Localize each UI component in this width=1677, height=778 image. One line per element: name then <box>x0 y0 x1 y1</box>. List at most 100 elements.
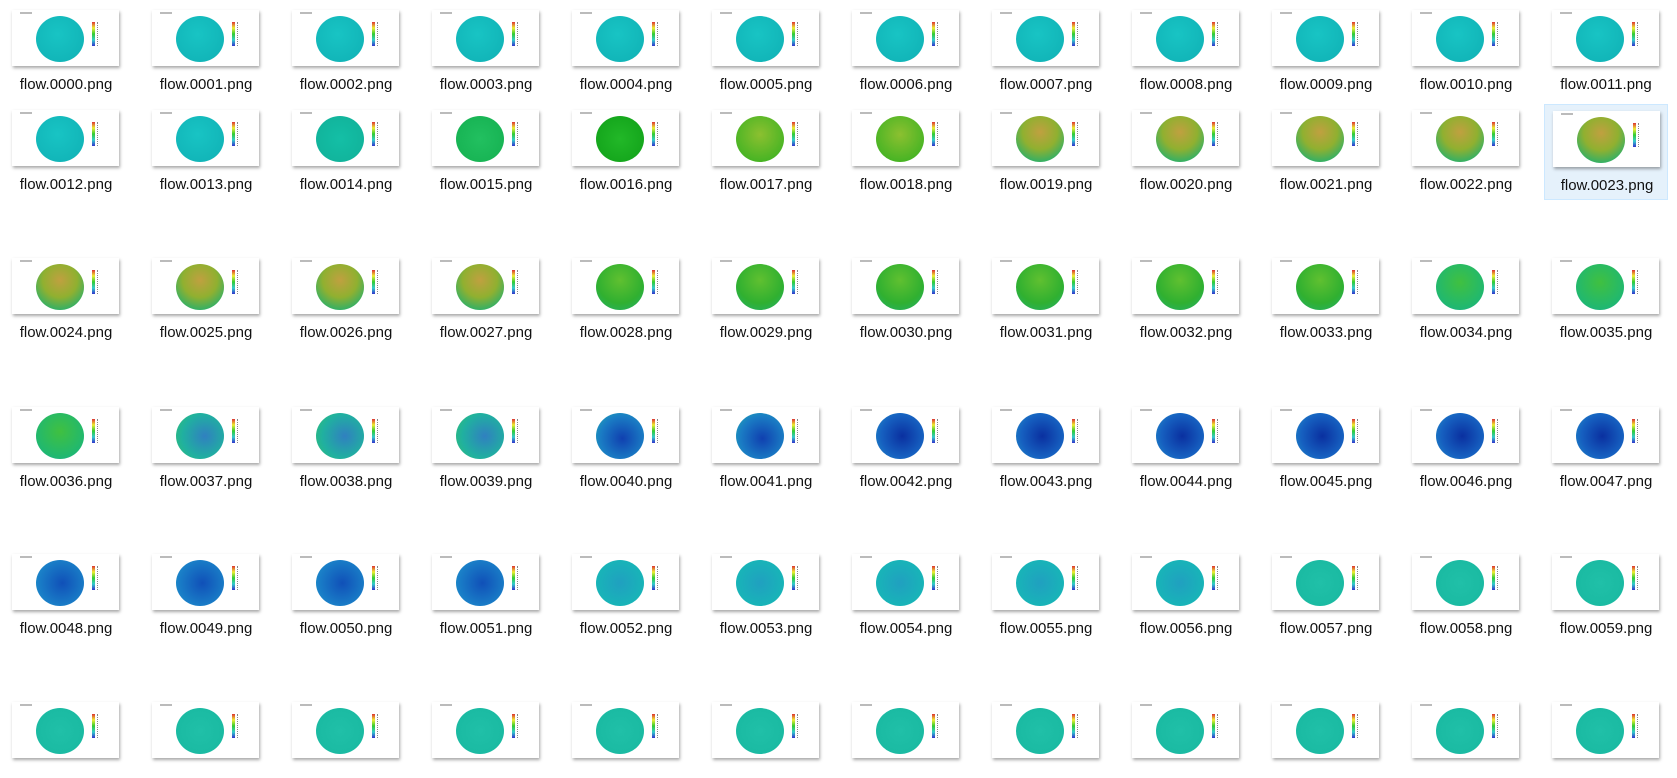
file-item[interactable]: flow.0041.png <box>704 401 828 501</box>
file-item[interactable]: flow.0003.png <box>424 4 548 104</box>
thumbnail <box>432 110 539 166</box>
file-item[interactable]: flow.0038.png <box>284 401 408 501</box>
file-item[interactable]: flow.0050.png <box>284 548 408 648</box>
file-item[interactable]: flow.0007.png <box>984 4 1108 104</box>
file-item[interactable]: flow.0059.png <box>1544 548 1668 648</box>
file-item[interactable]: flow.0023.png <box>1544 104 1668 200</box>
file-item[interactable]: flow.0033.png <box>1264 252 1388 352</box>
thumbnail <box>852 258 959 314</box>
file-item[interactable]: flow.0014.png <box>284 104 408 204</box>
file-item[interactable]: flow.0027.png <box>424 252 548 352</box>
file-name: flow.0032.png <box>1139 324 1233 341</box>
file-item[interactable]: flow.0054.png <box>844 548 968 648</box>
file-item[interactable]: flow.0043.png <box>984 401 1108 501</box>
file-item[interactable] <box>284 696 408 778</box>
file-item[interactable] <box>984 696 1108 778</box>
file-name: flow.0040.png <box>579 473 673 490</box>
file-item[interactable]: flow.0057.png <box>1264 548 1388 648</box>
file-item[interactable]: flow.0052.png <box>564 548 688 648</box>
thumbnail-title <box>160 556 172 558</box>
file-item[interactable]: flow.0040.png <box>564 401 688 501</box>
file-item[interactable]: flow.0000.png <box>4 4 128 104</box>
file-item[interactable]: flow.0044.png <box>1124 401 1248 501</box>
thumbnail-plot <box>176 413 224 459</box>
file-item[interactable]: flow.0016.png <box>564 104 688 204</box>
file-item[interactable]: flow.0001.png <box>144 4 268 104</box>
file-item[interactable]: flow.0012.png <box>4 104 128 204</box>
file-item[interactable]: flow.0025.png <box>144 252 268 352</box>
file-item[interactable]: flow.0056.png <box>1124 548 1248 648</box>
file-item[interactable]: flow.0020.png <box>1124 104 1248 204</box>
file-item[interactable]: flow.0055.png <box>984 548 1108 648</box>
thumbnail-colorbar <box>1212 122 1215 146</box>
file-item[interactable]: flow.0021.png <box>1264 104 1388 204</box>
file-item[interactable] <box>144 696 268 778</box>
file-item[interactable]: flow.0049.png <box>144 548 268 648</box>
thumbnail-title <box>1140 409 1152 411</box>
file-item[interactable]: flow.0018.png <box>844 104 968 204</box>
file-item[interactable]: flow.0039.png <box>424 401 548 501</box>
thumbnail-plot <box>36 264 84 310</box>
thumbnail-title <box>1420 409 1432 411</box>
thumbnail-plot <box>736 16 784 62</box>
file-item[interactable]: flow.0045.png <box>1264 401 1388 501</box>
thumbnail-plot <box>1296 264 1344 310</box>
file-item[interactable]: flow.0026.png <box>284 252 408 352</box>
thumbnail-colorbar <box>512 22 515 46</box>
file-item[interactable]: flow.0048.png <box>4 548 128 648</box>
thumbnail-colorbar <box>1352 714 1355 738</box>
file-item[interactable]: flow.0028.png <box>564 252 688 352</box>
file-item[interactable]: flow.0058.png <box>1404 548 1528 648</box>
file-item[interactable]: flow.0051.png <box>424 548 548 648</box>
file-item[interactable]: flow.0005.png <box>704 4 828 104</box>
file-name: flow.0016.png <box>579 176 673 193</box>
file-item[interactable]: flow.0013.png <box>144 104 268 204</box>
thumbnail-title <box>440 260 452 262</box>
file-item[interactable] <box>424 696 548 778</box>
file-item[interactable]: flow.0032.png <box>1124 252 1248 352</box>
thumbnail-plot <box>1296 16 1344 62</box>
thumbnail-colorbar-ticks <box>377 22 383 46</box>
file-item[interactable] <box>1544 696 1668 778</box>
file-item[interactable]: flow.0037.png <box>144 401 268 501</box>
file-item[interactable]: flow.0006.png <box>844 4 968 104</box>
file-item[interactable]: flow.0034.png <box>1404 252 1528 352</box>
file-item[interactable]: flow.0019.png <box>984 104 1108 204</box>
file-item[interactable] <box>844 696 968 778</box>
file-item[interactable] <box>4 696 128 778</box>
file-item[interactable]: flow.0022.png <box>1404 104 1528 204</box>
file-item[interactable]: flow.0017.png <box>704 104 828 204</box>
thumbnail-colorbar-ticks <box>1357 419 1363 443</box>
file-item[interactable]: flow.0009.png <box>1264 4 1388 104</box>
file-item[interactable]: flow.0046.png <box>1404 401 1528 501</box>
file-item[interactable]: flow.0015.png <box>424 104 548 204</box>
file-item[interactable]: flow.0024.png <box>4 252 128 352</box>
file-item[interactable]: flow.0035.png <box>1544 252 1668 352</box>
file-item[interactable] <box>1404 696 1528 778</box>
file-item[interactable] <box>1264 696 1388 778</box>
thumbnail-colorbar <box>932 122 935 146</box>
file-name: flow.0054.png <box>859 620 953 637</box>
file-item[interactable]: flow.0031.png <box>984 252 1108 352</box>
thumbnail-title <box>1140 12 1152 14</box>
file-item[interactable] <box>704 696 828 778</box>
file-item[interactable] <box>564 696 688 778</box>
file-name: flow.0004.png <box>579 76 673 93</box>
file-item[interactable]: flow.0008.png <box>1124 4 1248 104</box>
file-item[interactable]: flow.0042.png <box>844 401 968 501</box>
file-item[interactable]: flow.0047.png <box>1544 401 1668 501</box>
thumbnail-title <box>860 704 872 706</box>
file-item[interactable]: flow.0036.png <box>4 401 128 501</box>
thumbnail-plot <box>1576 560 1624 606</box>
file-item[interactable]: flow.0030.png <box>844 252 968 352</box>
file-item[interactable]: flow.0010.png <box>1404 4 1528 104</box>
file-item[interactable]: flow.0011.png <box>1544 4 1668 104</box>
thumbnail-colorbar-ticks <box>657 566 663 590</box>
thumbnail-colorbar-ticks <box>517 270 523 294</box>
thumbnail-plot <box>1016 16 1064 62</box>
file-item[interactable]: flow.0029.png <box>704 252 828 352</box>
file-item[interactable] <box>1124 696 1248 778</box>
file-item[interactable]: flow.0002.png <box>284 4 408 104</box>
file-item[interactable]: flow.0053.png <box>704 548 828 648</box>
file-item[interactable]: flow.0004.png <box>564 4 688 104</box>
